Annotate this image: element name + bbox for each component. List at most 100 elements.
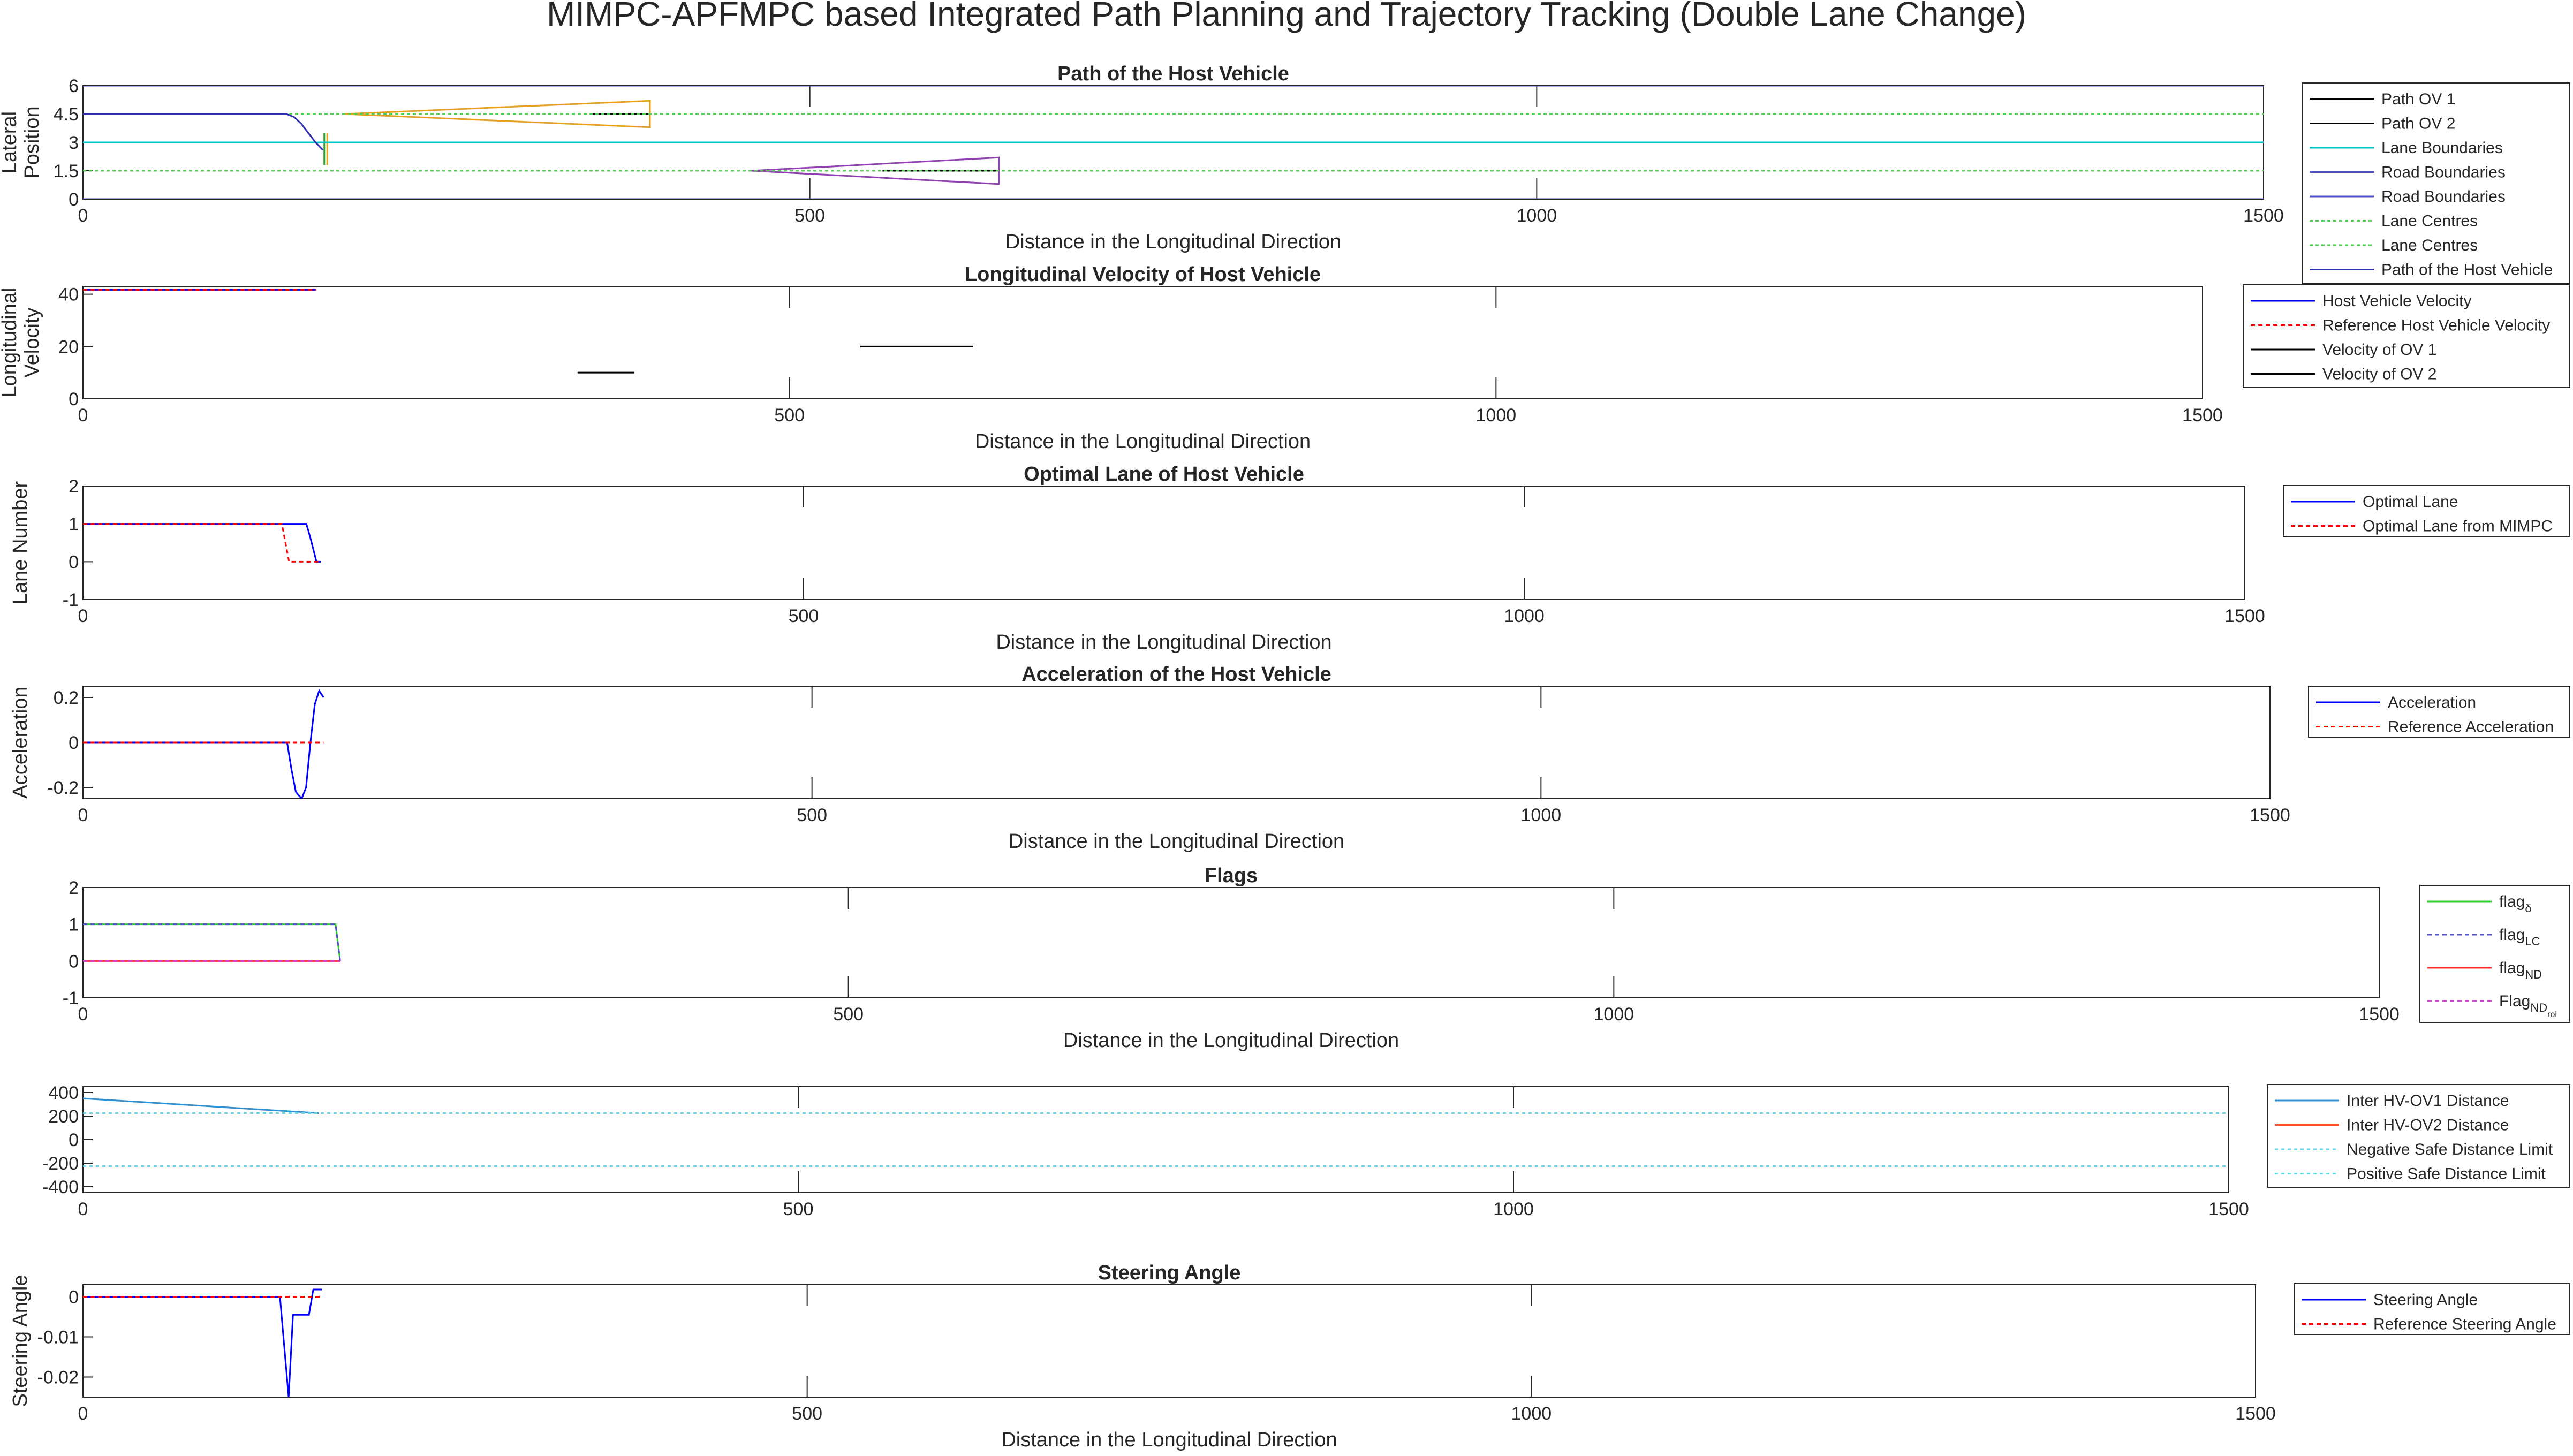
x-axis-label: Distance in the Longitudinal Direction: [1063, 1029, 1399, 1052]
legend-entry: Velocity of OV 1: [2322, 341, 2436, 359]
x-tick-label: 500: [792, 1404, 822, 1424]
y-tick-label: -400: [42, 1177, 79, 1197]
x-tick-label: 1500: [2235, 1404, 2276, 1424]
series-line: [83, 523, 321, 563]
legend-box: [2243, 284, 2570, 388]
axes-box: [82, 1284, 2256, 1398]
y-axis-label: Velocity: [21, 308, 43, 378]
subplot-dist: 0 500 1000 1500 -400 -200 0 200 400 Inter HV-OV1 …: [42, 1083, 2570, 1219]
x-tick-label: 1500: [2250, 805, 2290, 825]
y-tick-label: 2: [69, 878, 79, 898]
y-tick-label: 0: [69, 1130, 79, 1150]
x-tick-label: 1500: [2359, 1004, 2400, 1025]
y-tick-label: -200: [42, 1154, 79, 1174]
x-tick-label: 500: [783, 1199, 814, 1219]
series-line: [83, 1288, 322, 1397]
subplot-title: Longitudinal Velocity of Host Vehicle: [965, 263, 1321, 286]
legend-box: [2294, 1283, 2570, 1335]
y-tick-label: 40: [58, 285, 79, 305]
axes-box: [82, 286, 2203, 399]
legend: Acceleration Reference Acceleration: [2308, 686, 2570, 738]
y-tick-label: 0: [69, 733, 79, 753]
legend-entry: Path of the Host Vehicle: [2381, 261, 2553, 279]
y-tick-label: -0.02: [37, 1368, 79, 1388]
y-tick-label: 1.5: [54, 161, 79, 181]
plot-area: [83, 1288, 322, 1397]
legend-entry: Lane Centres: [2381, 213, 2478, 230]
axes-box: [82, 486, 2245, 600]
legend-entry: Steering Angle: [2373, 1291, 2478, 1309]
series-line: [83, 688, 324, 799]
x-tick-label: 0: [78, 606, 88, 626]
x-tick-label: 500: [774, 405, 805, 426]
legend-entry: flagδ: [2499, 893, 2532, 915]
plot-area: [83, 523, 321, 563]
legend: Inter HV-OV1 Distance Inter HV-OV2 Distan…: [2267, 1084, 2570, 1188]
subplot-title: Flags: [1205, 864, 1258, 887]
legend-entry: Negative Safe Distance Limit: [2347, 1141, 2553, 1158]
axes-box: [82, 1086, 2229, 1193]
legend-entry: Host Vehicle Velocity: [2322, 292, 2471, 310]
legend-entry: FlagNDroi: [2499, 992, 2557, 1019]
subplot-title: Steering Angle: [1098, 1262, 1241, 1284]
x-tick-label: 0: [78, 206, 88, 226]
legend: flagδ flagLC flagND FlagNDroi: [2419, 885, 2570, 1023]
y-axis-label: Position: [21, 106, 43, 178]
x-axis-label: Distance in the Longitudinal Direction: [975, 430, 1311, 453]
x-tick-label: 1500: [2182, 405, 2223, 426]
legend-box: [2267, 1084, 2570, 1188]
x-tick-label: 0: [78, 1199, 88, 1219]
y-tick-label: 3: [69, 133, 79, 153]
x-tick-label: 1000: [1476, 405, 1517, 426]
y-tick-label: -0.2: [47, 778, 79, 798]
series-line: [83, 1097, 319, 1114]
plot-area: [83, 688, 324, 799]
legend: Steering Angle Reference Steering Angle: [2294, 1283, 2570, 1335]
y-tick-label: 0: [69, 1287, 79, 1308]
subplot-accel: 0 500 1000 1500 -0.2 0 0.2 Acceleration of the …: [9, 663, 2570, 853]
y-tick-label: 400: [48, 1083, 79, 1103]
legend-entry: Optimal Lane: [2363, 493, 2458, 511]
legend-box: [2419, 885, 2570, 1023]
x-tick-label: 0: [78, 1004, 88, 1025]
y-tick-label: 0: [69, 189, 79, 210]
series-line: [83, 923, 341, 961]
x-tick-label: 500: [789, 606, 819, 626]
series-line: [83, 113, 324, 151]
legend: Path OV 1 Path OV 2 Lane Boundaries Road Bo…: [2302, 82, 2570, 284]
y-tick-label: 200: [48, 1106, 79, 1127]
y-tick-label: 1: [69, 514, 79, 535]
legend-box: [2308, 686, 2570, 738]
legend-entry: Path OV 1: [2381, 90, 2455, 108]
x-tick-label: 0: [78, 405, 88, 426]
legend-entry: Optimal Lane from MIMPC: [2363, 518, 2553, 535]
y-tick-label: -0.01: [37, 1328, 79, 1348]
legend-entry: Reference Steering Angle: [2373, 1316, 2556, 1333]
y-tick-label: 0: [69, 389, 79, 410]
subplot-steer: 0 500 1000 1500 -0.02 -0.01 0 Steering Angle Dis…: [9, 1262, 2570, 1451]
subplot-title: Optimal Lane of Host Vehicle: [1024, 463, 1304, 486]
legend-entry: Velocity of OV 2: [2322, 366, 2436, 383]
legend-entry: Path OV 2: [2381, 115, 2455, 133]
subplot-title: Path of the Host Vehicle: [1057, 63, 1289, 85]
y-tick-label: 0: [69, 951, 79, 972]
subplot-title: Acceleration of the Host Vehicle: [1021, 663, 1331, 686]
x-tick-label: 1000: [1493, 1199, 1534, 1219]
y-axis-label: Steering Angle: [9, 1275, 32, 1407]
series-line: [83, 923, 341, 961]
y-axis-label: Longitudinal: [0, 288, 21, 398]
y-axis-label: Lateral: [0, 111, 21, 173]
legend: Optimal Lane Optimal Lane from MIMPC: [2283, 485, 2570, 537]
x-axis-label: Distance in the Longitudinal Direction: [1001, 1429, 1337, 1451]
legend-box: [2283, 485, 2570, 537]
y-tick-label: 0.2: [54, 688, 79, 708]
y-tick-label: 4.5: [54, 104, 79, 125]
legend-entry: flagLC: [2499, 926, 2540, 948]
x-axis-label: Distance in the Longitudinal Direction: [1005, 231, 1341, 253]
y-axis-label: Lane Number: [9, 481, 32, 605]
x-tick-label: 1000: [1504, 606, 1545, 626]
plot-area: [83, 923, 341, 962]
